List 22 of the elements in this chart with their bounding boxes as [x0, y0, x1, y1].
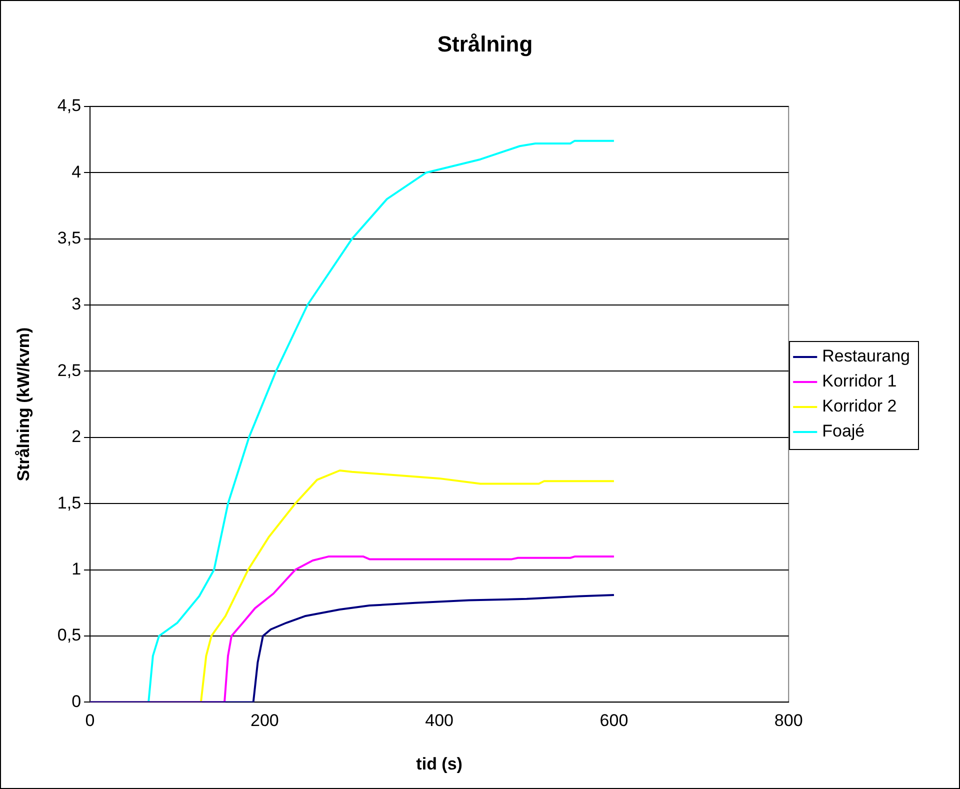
- legend-label: Korridor 1: [822, 372, 897, 391]
- y-tick-label: 4,5: [57, 96, 82, 116]
- y-tick-label: 2,5: [57, 360, 82, 380]
- x-tick-label: 800: [774, 711, 803, 730]
- x-tick-label: 0: [85, 711, 95, 730]
- y-tick-label: 4: [72, 162, 82, 182]
- y-tick-label: 3: [72, 294, 82, 314]
- y-tick-label: 3,5: [57, 228, 82, 248]
- legend-label: Foajé: [822, 422, 865, 441]
- x-axis-title: tid (s): [416, 754, 462, 774]
- x-tick-label: 400: [425, 711, 454, 730]
- chart-title: Strålning: [437, 31, 533, 56]
- y-tick-label: 2: [72, 427, 82, 446]
- y-tick-label: 1,5: [57, 493, 82, 512]
- x-tick-label: 200: [250, 711, 279, 730]
- y-tick-label: 0,5: [57, 626, 82, 645]
- y-tick-label: 0: [72, 692, 82, 711]
- y-axis-title: Strålning (kW/kvm): [14, 327, 33, 482]
- legend-label: Korridor 2: [822, 396, 897, 416]
- x-tick-label: 600: [600, 711, 628, 730]
- y-tick-label: 1: [72, 559, 82, 578]
- legend-label: Restaurang: [822, 346, 910, 366]
